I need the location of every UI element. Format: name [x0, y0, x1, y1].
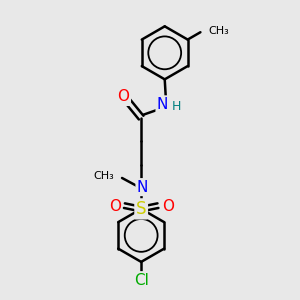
Text: O: O — [109, 199, 121, 214]
Text: O: O — [118, 89, 130, 104]
Text: N: N — [137, 180, 148, 195]
Text: O: O — [162, 199, 174, 214]
Text: CH₃: CH₃ — [93, 171, 114, 181]
Text: N: N — [157, 97, 168, 112]
Text: CH₃: CH₃ — [209, 26, 230, 36]
Text: S: S — [136, 200, 146, 218]
Text: Cl: Cl — [134, 273, 148, 288]
Text: H: H — [172, 100, 181, 112]
